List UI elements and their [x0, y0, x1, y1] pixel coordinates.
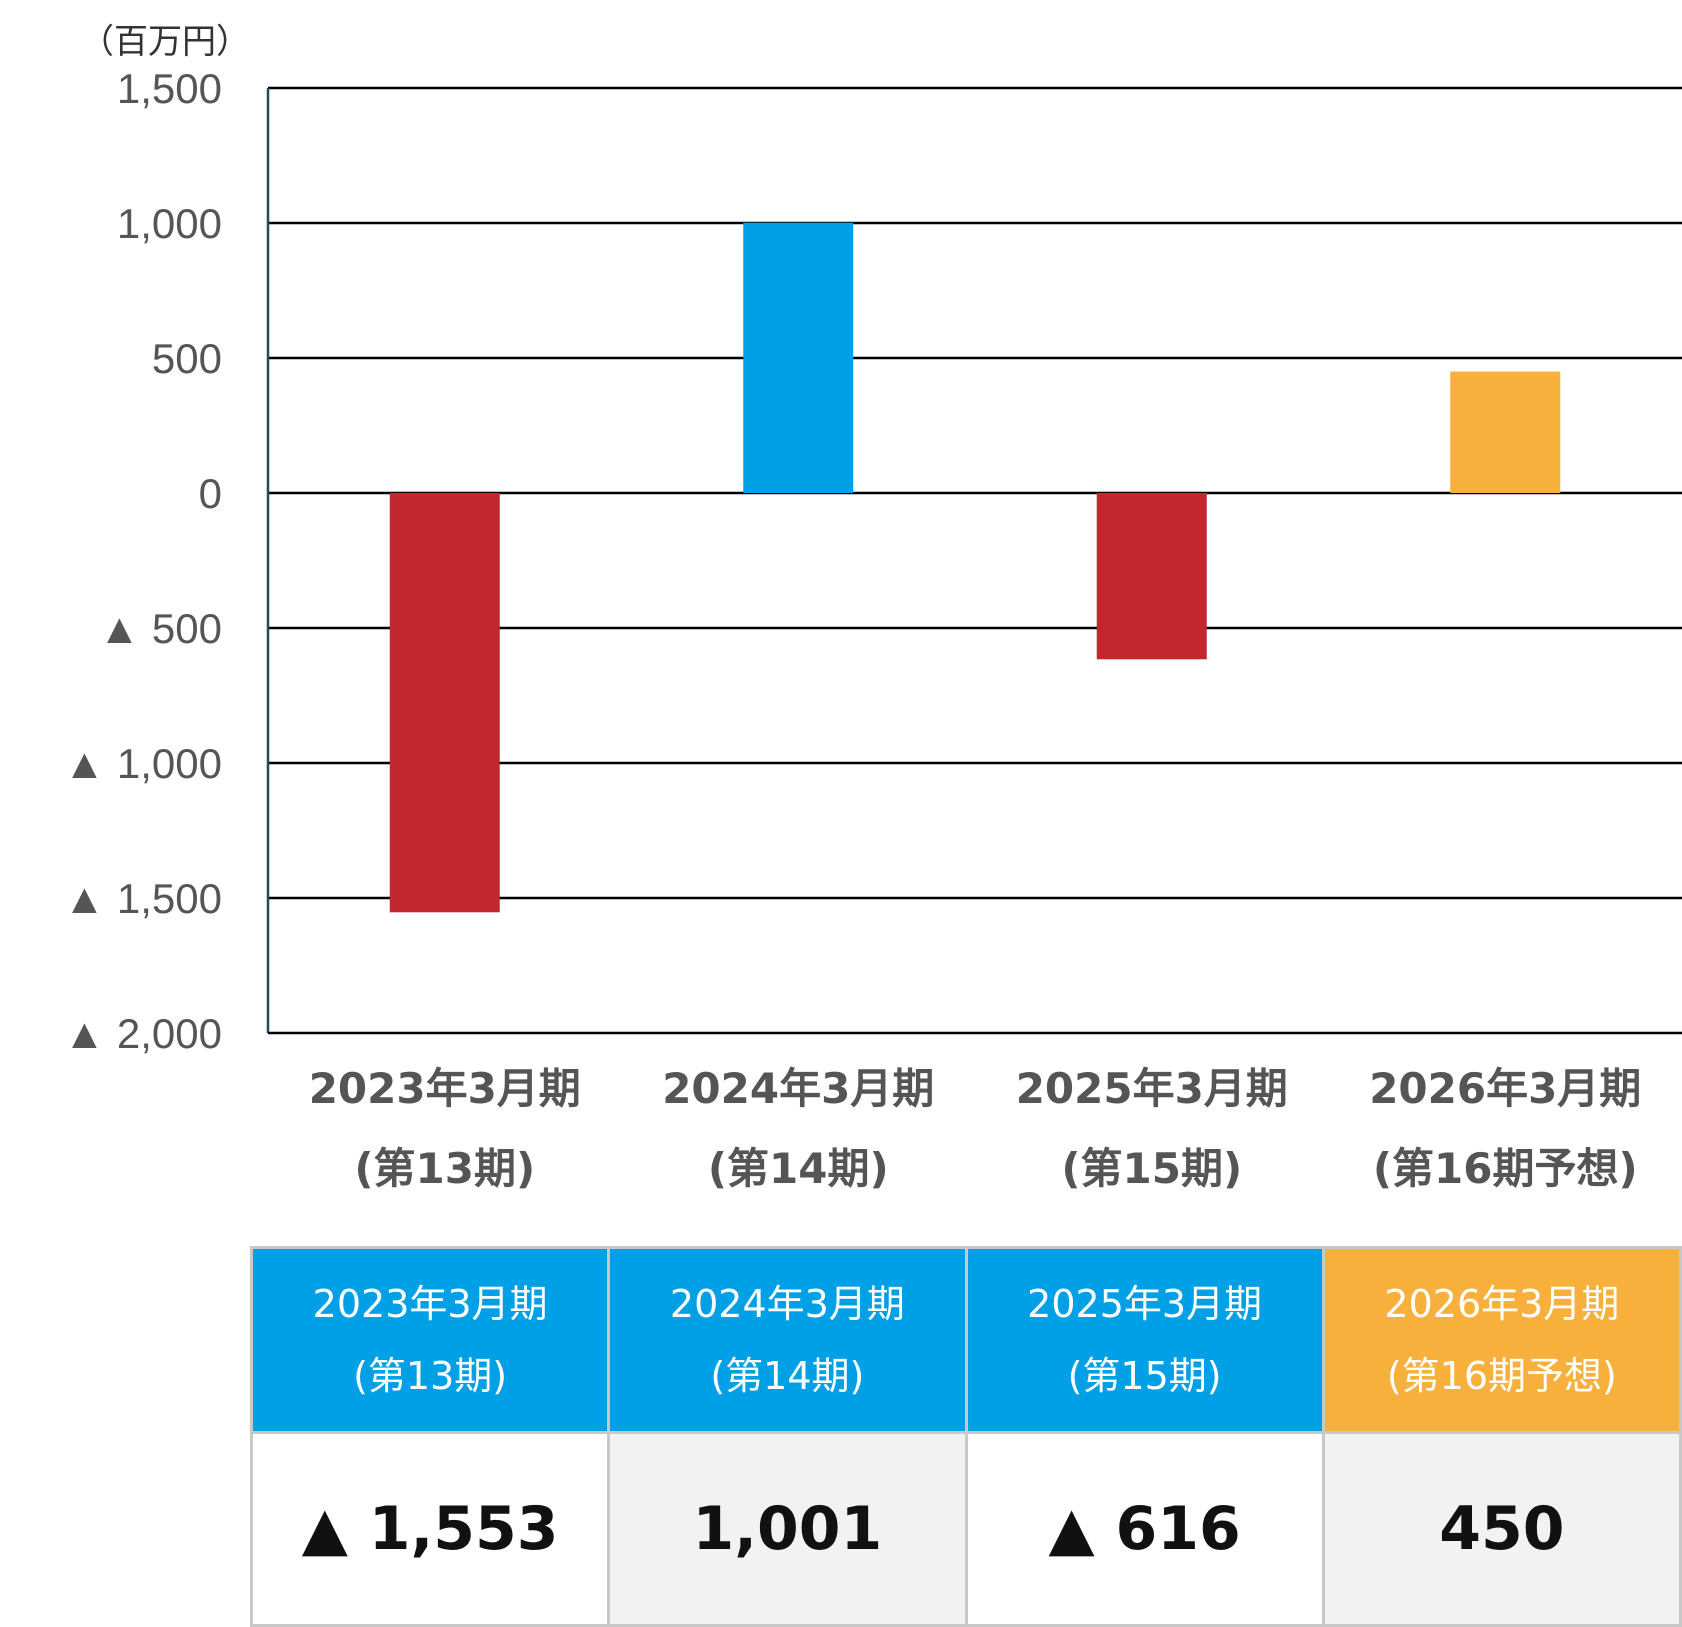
table-value-cell: 450 — [1321, 1431, 1682, 1627]
y-tick-label: 500 — [152, 335, 222, 382]
table-value-cell: 1,001 — [607, 1431, 968, 1627]
x-tick-label: 2023年3月期 — [309, 1064, 581, 1113]
y-tick-label: ▲ 1,500 — [64, 875, 222, 922]
bar-chart: 1,500 1,000 500 0 ▲ 500 ▲ 1,000 ▲ 1,500 ▲ 2,000… — [64, 65, 1682, 1193]
header-line-term: (第16期予想) — [1386, 1354, 1617, 1398]
table-value-row: ▲ 1,553 1,001 ▲ 616 450 — [249, 1431, 1682, 1627]
table-header-cell: 2023年3月期 (第13期) — [249, 1246, 611, 1434]
header-line-period: 2025年3月期 — [1027, 1282, 1263, 1326]
table-header-row: 2023年3月期 (第13期) 2024年3月期 (第14期) 2025年3月期 (第… — [249, 1246, 1682, 1434]
x-tick-label: 2025年3月期 — [1016, 1064, 1288, 1113]
bar — [1096, 493, 1207, 660]
unit-label: （百万円） — [80, 22, 250, 62]
y-tick-label: ▲ 2,000 — [64, 1010, 222, 1057]
table-value-cell: ▲ 1,553 — [249, 1431, 611, 1627]
x-tick-label: (第15期) — [1061, 1144, 1242, 1193]
bar — [1450, 371, 1561, 493]
y-tick-label: 0 — [199, 470, 222, 517]
header-line-term: (第14期) — [710, 1354, 865, 1398]
x-tick-label: (第14期) — [708, 1144, 889, 1193]
x-tick-label: (第16期予想) — [1373, 1144, 1638, 1193]
table-header-cell: 2024年3月期 (第14期) — [607, 1246, 968, 1434]
y-tick-label: 1,500 — [117, 65, 222, 112]
header-line-term: (第13期) — [353, 1354, 508, 1398]
header-line-period: 2024年3月期 — [669, 1282, 905, 1326]
header-line-period: 2026年3月期 — [1384, 1282, 1620, 1326]
y-tick-label: ▲ 1,000 — [64, 740, 222, 787]
y-tick-label: ▲ 500 — [99, 605, 222, 652]
y-tick-label: 1,000 — [117, 200, 222, 247]
x-tick-label: (第13期) — [354, 1144, 535, 1193]
header-line-period: 2023年3月期 — [312, 1282, 548, 1326]
x-tick-label: 2024年3月期 — [662, 1064, 934, 1113]
data-table: 2023年3月期 (第13期) 2024年3月期 (第14期) 2025年3月期 (第… — [249, 1246, 1682, 1627]
header-line-term: (第15期) — [1067, 1354, 1222, 1398]
x-tick-label: 2026年3月期 — [1369, 1064, 1641, 1113]
bar — [743, 222, 854, 494]
table-header-cell: 2026年3月期 (第16期予想) — [1321, 1246, 1682, 1434]
bar — [389, 493, 500, 913]
table-header-cell: 2025年3月期 (第15期) — [964, 1246, 1325, 1434]
table-value-cell: ▲ 616 — [964, 1431, 1325, 1627]
